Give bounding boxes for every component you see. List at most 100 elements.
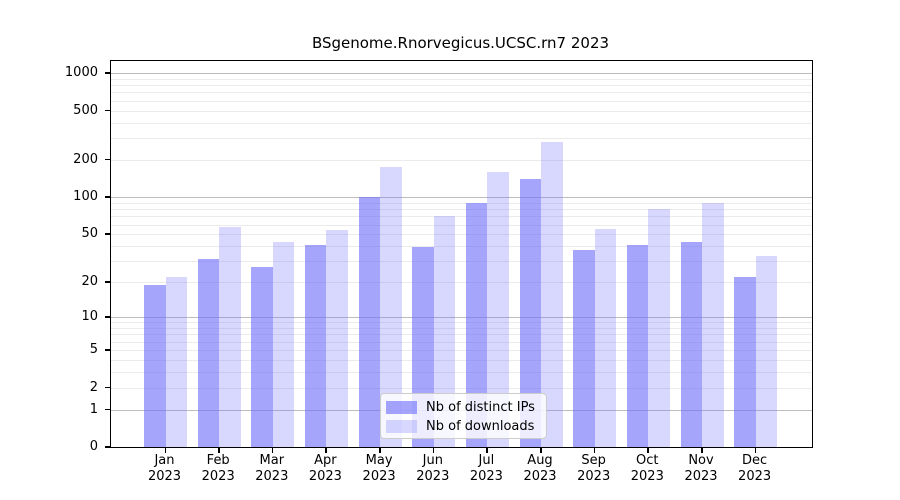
x-tick-label-jun: Jun 2023 [416,453,450,484]
y-tick-20 [104,281,110,283]
x-tick-may [379,447,381,453]
y-tick-5 [104,349,110,351]
minor-gridline-5 [111,350,812,351]
minor-gridline-70 [111,216,812,218]
y-tick-label-1: 1 [89,401,98,417]
minor-gridline-60 [111,224,812,226]
x-tick-jun [432,447,435,453]
x-tick-label-aug: Aug 2023 [523,453,557,484]
y-tick-label-1000: 1000 [64,65,98,80]
y-tick-500 [104,109,110,111]
y-tick-label-500: 500 [73,102,98,118]
legend-label-downloads: Nb of downloads [426,419,535,434]
bar-distinct-ips-mar [251,266,273,447]
major-gridline-10 [111,317,812,319]
bar-downloads-apr [326,230,348,447]
bar-downloads-jul [487,171,509,447]
bar-downloads-oct [648,209,670,447]
minor-gridline-200 [111,159,812,161]
y-tick-label-20: 20 [81,274,98,290]
minor-gridline-300 [111,138,812,139]
x-tick-apr [325,447,327,453]
bar-downloads-feb [219,227,241,447]
major-gridline-100 [111,197,812,199]
y-tick-50 [104,233,110,235]
x-tick-label-nov: Nov 2023 [684,453,718,484]
x-tick-jul [486,447,488,453]
legend-label-distinct-ips: Nb of distinct IPs [426,400,535,415]
minor-gridline-900 [111,78,812,80]
minor-gridline-2 [111,387,812,389]
x-tick-label-feb: Feb 2023 [201,453,235,484]
plot-area: Nb of distinct IPs Nb of downloads [110,60,813,448]
x-tick-aug [540,447,542,453]
y-tick-label-50: 50 [81,226,98,242]
bar-distinct-ips-jul [465,203,488,447]
x-tick-nov [701,447,703,453]
bar-distinct-ips-dec [734,277,756,447]
x-tick-label-apr: Apr 2023 [308,453,342,484]
minor-gridline-600 [111,100,812,102]
y-tick-2 [104,386,110,388]
y-tick-1 [104,408,110,410]
legend-entry-distinct-ips: Nb of distinct IPs [386,398,546,417]
minor-gridline-50 [111,234,812,236]
minor-gridline-500 [111,110,812,112]
x-tick-sep [593,447,596,453]
bar-downloads-sep [594,229,617,447]
minor-gridline-20 [111,282,812,284]
minor-gridline-800 [111,85,812,87]
bar-downloads-aug [541,141,563,447]
bar-distinct-ips-may [358,197,381,447]
bar-distinct-ips-sep [573,250,595,447]
legend-swatch-distinct-ips [386,401,417,414]
bar-downloads-nov [702,202,724,447]
minor-gridline-7 [111,334,812,336]
x-tick-label-oct: Oct 2023 [630,453,664,484]
minor-gridline-4 [111,359,812,361]
y-tick-10 [104,316,110,318]
y-tick-label-0: 0 [89,439,98,454]
x-tick-mar [271,447,274,453]
bar-distinct-ips-feb [197,259,220,447]
x-tick-label-sep: Sep 2023 [577,453,611,484]
y-tick-label-2: 2 [89,379,98,395]
x-tick-label-jan: Jan 2023 [147,453,182,484]
y-tick-200 [104,158,110,161]
y-tick-label-100: 100 [73,189,98,205]
bar-downloads-mar [272,242,295,447]
x-tick-label-mar: Mar 2023 [255,453,289,484]
minor-gridline-700 [111,92,812,94]
legend-swatch-downloads [386,420,417,433]
legend: Nb of distinct IPs Nb of downloads [380,393,547,439]
x-tick-label-may: May 2023 [362,453,396,484]
major-gridline-1000 [111,73,812,74]
x-tick-label-jul: Jul 2023 [469,453,503,484]
x-tick-jan [164,447,166,453]
bar-distinct-ips-nov [680,242,702,447]
x-tick-dec [754,447,757,453]
bar-distinct-ips-aug [519,179,542,447]
y-tick-label-5: 5 [89,342,98,357]
x-tick-label-dec: Dec 2023 [738,453,772,484]
bar-distinct-ips-apr [304,244,327,447]
legend-entry-downloads: Nb of downloads [386,417,546,436]
bar-downloads-may [380,167,402,447]
minor-gridline-400 [111,122,812,124]
bar-distinct-ips-oct [626,244,649,447]
y-tick-label-10: 10 [81,309,98,325]
minor-gridline-40 [111,246,812,247]
y-tick-100 [104,196,110,198]
bar-downloads-dec [755,256,778,447]
minor-gridline-9 [111,322,812,324]
bar-downloads-jan [165,277,187,447]
x-tick-oct [647,447,649,453]
bar-distinct-ips-jan [144,284,166,447]
minor-gridline-30 [111,261,812,263]
minor-gridline-8 [111,328,812,330]
minor-gridline-3 [111,372,812,373]
y-tick-0 [104,446,110,448]
chart-title: BSgenome.Rnorvegicus.UCSC.rn7 2023 [311,34,610,52]
y-tick-1000 [104,72,110,74]
y-tick-label-200: 200 [73,151,98,167]
